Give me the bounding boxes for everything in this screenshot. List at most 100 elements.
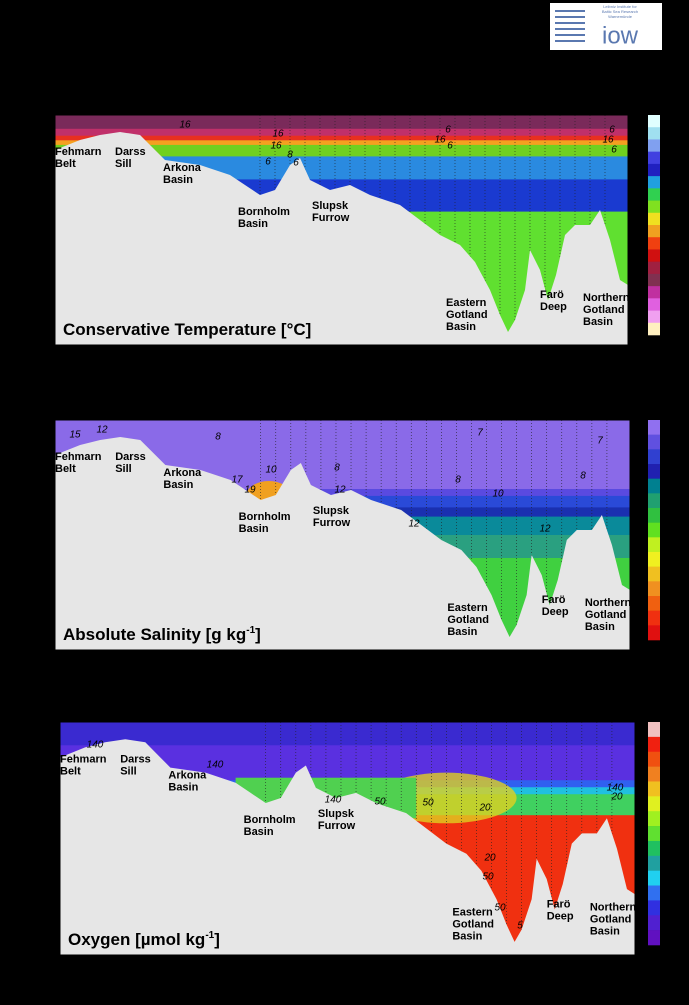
place-label: Arkona	[168, 770, 207, 782]
colorbar-step	[648, 870, 660, 886]
place-label: Sill	[115, 158, 132, 170]
place-label: Deep	[540, 301, 567, 313]
colorbar-step	[648, 566, 660, 582]
colorbar-step	[648, 163, 660, 177]
place-label: Arkona	[163, 467, 202, 479]
place-label: Gotland	[590, 913, 632, 925]
place-label: Furrow	[318, 820, 356, 832]
contour-label: 140	[325, 795, 342, 806]
contour-label: 50	[494, 903, 506, 914]
colorbar-step	[648, 449, 660, 465]
panel-title: Oxygen [µmol kg-1]	[68, 930, 220, 950]
colorbar-step	[648, 781, 660, 797]
place-label: Slupsk	[318, 808, 355, 820]
contour-label: 16	[602, 135, 614, 146]
contour-label: 8	[455, 475, 461, 486]
contour-label: 20	[483, 853, 496, 864]
colorbar-step	[648, 915, 660, 931]
colorbar-step	[648, 722, 660, 738]
place-label: Eastern	[452, 906, 493, 918]
logo-caption: Leibniz Institute for	[603, 4, 637, 9]
contour-label: 6	[265, 157, 271, 168]
place-label: Basin	[583, 316, 613, 328]
title-text: Conservative Temperature [°C]	[63, 320, 311, 339]
place-label: Basin	[163, 174, 193, 186]
place-label: Fehmarn	[55, 451, 102, 463]
contour-label: 16	[179, 120, 191, 131]
colorbar-step	[648, 625, 660, 641]
colorbar-step	[648, 139, 660, 152]
panel-title: Absolute Salinity [g kg-1]	[63, 625, 261, 645]
contour-label: 6	[447, 141, 453, 152]
place-label: Basin	[244, 826, 274, 838]
place-label: Basin	[239, 523, 269, 535]
place-label: Farö	[542, 594, 566, 606]
colorbar-step	[648, 225, 660, 238]
contour-label: 15	[69, 430, 81, 441]
contour-label: 17	[231, 475, 243, 486]
contour-label: 12	[408, 519, 420, 530]
place-label: Deep	[547, 910, 574, 922]
place-label: Furrow	[313, 517, 351, 529]
colorbar-step	[648, 261, 660, 275]
place-label: Sill	[120, 765, 137, 777]
colorbar-step	[648, 610, 660, 626]
place-label: Basin	[168, 782, 198, 794]
place-label: Fehmarn	[60, 753, 107, 765]
contour-label: 12	[96, 425, 108, 436]
place-label: Gotland	[446, 309, 488, 321]
colorbar-step	[648, 581, 660, 597]
place-label: Slupsk	[312, 200, 349, 212]
contour-label: 20	[610, 792, 623, 803]
place-label: Basin	[452, 930, 482, 942]
colorbar-step	[648, 322, 660, 336]
colorbar-step	[648, 188, 660, 201]
panel-frame	[54, 419, 631, 651]
contour-label: 7	[477, 428, 483, 439]
contour-label: 8	[287, 150, 293, 161]
colorbar-step	[648, 522, 660, 538]
contour-label: 10	[265, 465, 277, 476]
contour-label: 16	[270, 141, 282, 152]
colorbar-step	[648, 212, 660, 226]
title-end: ]	[255, 625, 261, 644]
place-label: Slupsk	[313, 505, 350, 517]
place-label: Gotland	[585, 609, 627, 621]
colorbar-step	[648, 286, 660, 299]
place-label: Farö	[540, 289, 564, 301]
place-label: Bornholm	[244, 814, 296, 826]
colorbar-step	[648, 826, 660, 842]
place-label: Darss	[115, 451, 146, 463]
colorbar-step	[648, 420, 660, 435]
contour-label: 19	[244, 485, 256, 496]
place-label: Basin	[446, 321, 476, 333]
colorbar-step	[648, 811, 660, 827]
water-layer	[55, 135, 628, 141]
place-label: Belt	[55, 158, 76, 170]
place-label: Belt	[55, 463, 76, 475]
title-text: Oxygen [µmol kg	[68, 930, 205, 949]
panel-frame	[59, 721, 636, 956]
colorbar-step	[648, 151, 660, 165]
seabed	[60, 739, 635, 955]
colorbar-step	[648, 552, 660, 567]
contour-label: 6	[609, 125, 615, 136]
colorbar-step	[648, 840, 660, 857]
place-label: Furrow	[312, 212, 350, 224]
water-layer	[55, 128, 628, 137]
colorbar-step	[648, 736, 660, 753]
title-text: Absolute Salinity [g kg	[63, 625, 246, 644]
colorbar-step	[648, 751, 660, 767]
contour-label: 50	[422, 798, 434, 809]
colorbar-step	[648, 237, 660, 250]
place-label: Northern	[583, 292, 630, 304]
place-label: Deep	[542, 606, 569, 618]
colorbar-step	[648, 508, 660, 523]
place-label: Northern	[585, 597, 632, 609]
contour-label: 12	[539, 524, 551, 535]
contour-label: 16	[272, 129, 284, 140]
